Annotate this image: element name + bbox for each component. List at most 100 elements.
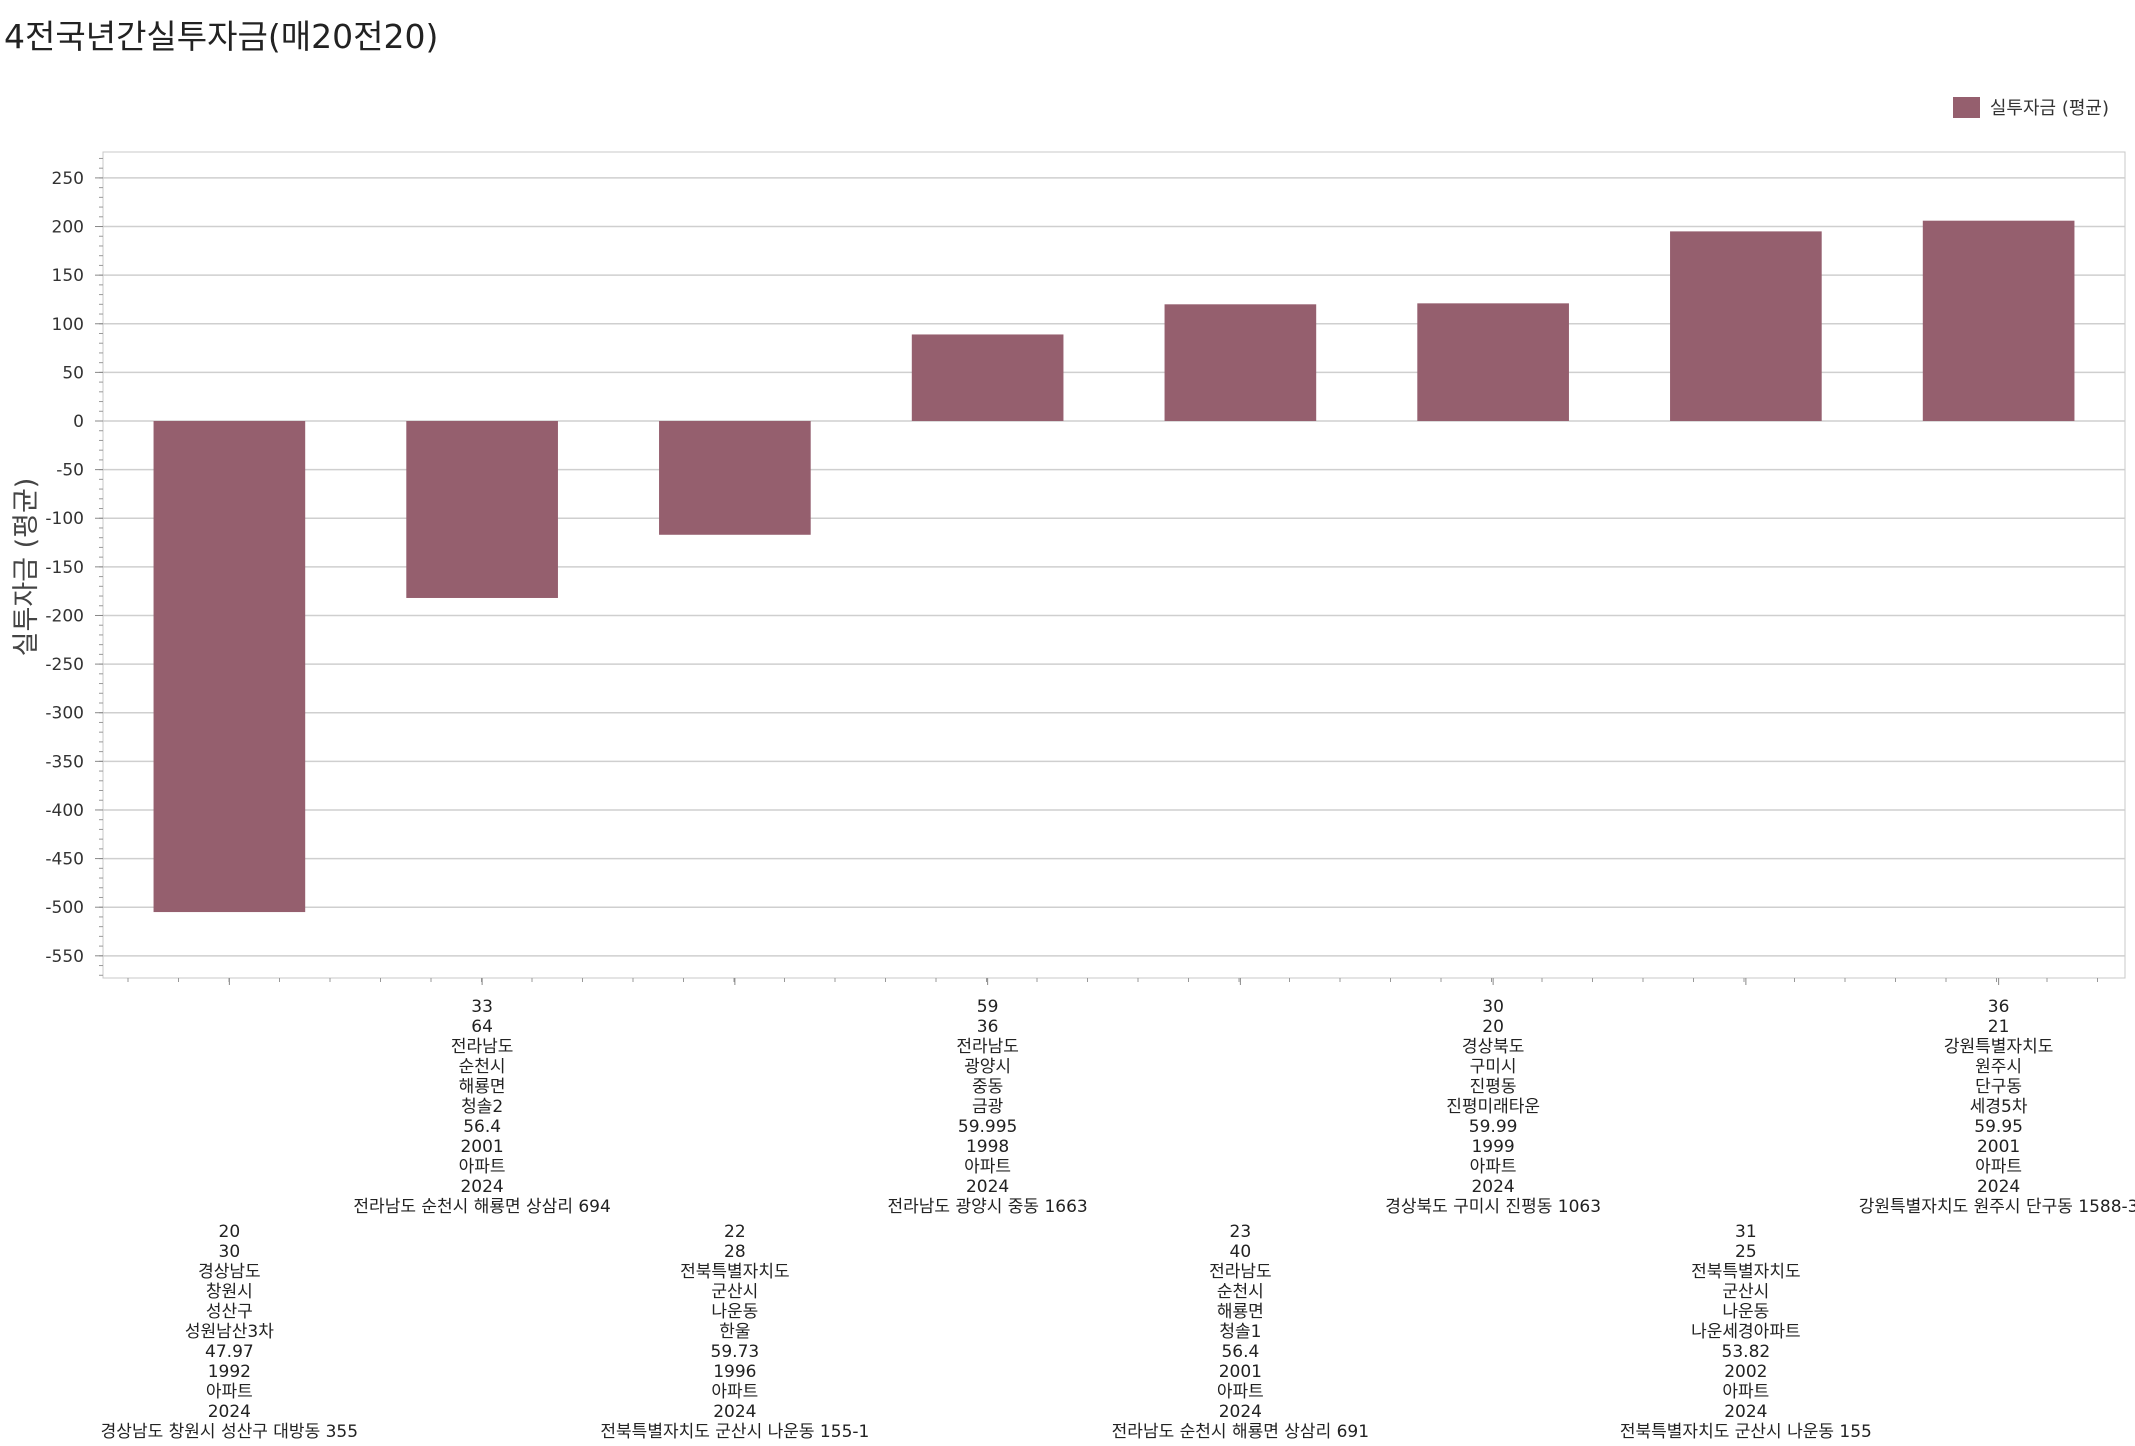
x-tick-label: 순천시 [1217,1282,1264,1302]
y-tick-label: 200 [52,218,84,238]
x-tick-label: 2001 [1977,1137,2020,1157]
x-tick-label: 청솔2 [461,1097,503,1117]
x-tick-label: 1999 [1471,1137,1514,1157]
y-tick-label: -100 [45,509,84,529]
chart-title: 4전국년간실투자금(매20전20) [4,17,439,56]
bar[interactable] [911,334,1064,421]
x-tick-label: 전라남도 순천시 해룡면 상삼리 694 [353,1197,610,1217]
bar[interactable] [1417,303,1569,421]
bar[interactable] [659,421,811,535]
x-tick-label: 2024 [713,1402,756,1422]
x-tick-label: 순천시 [459,1057,506,1077]
x-tick-label: 아파트 [1722,1382,1769,1402]
x-tick-label: 전북특별자치도 군산시 나운동 155-1 [600,1422,869,1442]
x-tick-label: 56.4 [1221,1342,1259,1362]
y-tick-label: -400 [45,801,84,821]
x-tick-label: 한울 [719,1322,750,1342]
x-tick-label: 2001 [460,1137,503,1157]
x-tick-label: 23 [1230,1222,1252,1242]
x-tick-label: 28 [724,1242,746,1262]
x-tick-label: 경상남도 [198,1262,261,1282]
x-tick-label: 2001 [1219,1362,1262,1382]
y-tick-label: -550 [45,947,84,967]
x-tick-label: 경상북도 [1462,1037,1525,1057]
y-tick-label: -350 [45,752,84,772]
x-tick-label: 40 [1230,1242,1252,1262]
x-tick-label: 아파트 [711,1382,758,1402]
x-tick-label: 59.995 [958,1117,1017,1137]
x-tick-label: 세경5차 [1970,1097,2028,1117]
y-tick-label: 100 [52,315,84,335]
y-tick-label: 150 [52,266,84,286]
x-tick-label: 나운동 [711,1302,758,1322]
y-tick-label: -150 [45,558,84,578]
x-tick-label: 2002 [1724,1362,1767,1382]
x-tick-label: 53.82 [1722,1342,1771,1362]
x-tick-label: 1992 [208,1362,251,1382]
x-tick-label: 59 [977,997,999,1017]
x-tick-label: 59.99 [1469,1117,1518,1137]
x-tick-label: 20 [1482,1017,1504,1037]
x-tick-label: 광양시 [964,1057,1011,1077]
y-tick-label: -500 [45,898,84,918]
x-tick-label: 성산구 [206,1302,253,1322]
x-tick-label: 중동 [972,1077,1003,1097]
bar[interactable] [1922,220,2075,421]
bar[interactable] [153,421,306,913]
x-tick-label: 나운세경아파트 [1691,1322,1800,1342]
x-tick-label: 2024 [966,1177,1009,1197]
x-tick-label: 아파트 [206,1382,253,1402]
x-tick-label: 31 [1735,1222,1757,1242]
x-tick-label: 진평미래타운 [1446,1097,1540,1117]
bar[interactable] [1670,231,1822,421]
x-tick-label: 20 [219,1222,241,1242]
x-tick-label: 2024 [1724,1402,1767,1422]
y-axis-title: 실투자금 (평균) [11,478,42,657]
x-tick-label: 21 [1988,1017,2010,1037]
x-tick-label: 경상북도 구미시 진평동 1063 [1385,1197,1601,1217]
x-tick-label: 30 [219,1242,241,1262]
x-tick-label: 2024 [460,1177,503,1197]
x-tick-label: 군산시 [711,1282,758,1302]
x-tick-label: 해룡면 [459,1077,506,1097]
x-tick-label: 33 [471,997,493,1017]
y-tick-label: 250 [52,169,84,189]
y-tick-label: -250 [45,655,84,675]
x-tick-label: 1996 [713,1362,756,1382]
x-tick-label: 전라남도 [451,1037,514,1057]
x-tick-label: 1998 [966,1137,1009,1157]
x-tick-label: 30 [1482,997,1504,1017]
y-tick-label: -200 [45,606,84,626]
x-tick-label: 아파트 [1975,1157,2022,1177]
x-tick-label: 아파트 [964,1157,1011,1177]
x-tick-label: 아파트 [1470,1157,1517,1177]
x-tick-label: 전북특별자치도 [680,1262,789,1282]
x-tick-label: 성원남산3차 [185,1322,274,1342]
x-tick-label: 2024 [1471,1177,1514,1197]
x-tick-label: 강원특별자치도 원주시 단구동 1588-3 [1859,1197,2135,1217]
legend-label: 실투자금 (평균) [1989,98,2109,119]
bar[interactable] [406,421,558,598]
x-tick-label: 2024 [1219,1402,1262,1422]
x-tick-label: 59.95 [1974,1117,2023,1137]
legend[interactable]: 실투자금 (평균) [1952,94,2109,120]
x-tick-label: 군산시 [1722,1282,1769,1302]
y-tick-label: -450 [45,850,84,870]
x-tick-label: 25 [1735,1242,1757,1262]
x-tick-label: 36 [1988,997,2010,1017]
bar[interactable] [1164,304,1317,421]
x-tick-label: 청솔1 [1219,1322,1261,1342]
x-tick-label: 나운동 [1722,1302,1769,1322]
x-tick-label: 22 [724,1222,746,1242]
x-tick-label: 47.97 [205,1342,254,1362]
x-tick-label: 전라남도 [1209,1262,1272,1282]
x-tick-label: 금광 [972,1097,1003,1117]
x-tick-label: 2024 [208,1402,251,1422]
x-tick-label: 전북특별자치도 군산시 나운동 155 [1620,1422,1872,1442]
x-tick-label: 전라남도 [956,1037,1019,1057]
x-tick-label: 구미시 [1470,1057,1517,1077]
x-tick-label: 강원특별자치도 [1944,1037,2053,1057]
x-tick-label: 아파트 [459,1157,506,1177]
y-tick-label: -50 [56,461,84,481]
